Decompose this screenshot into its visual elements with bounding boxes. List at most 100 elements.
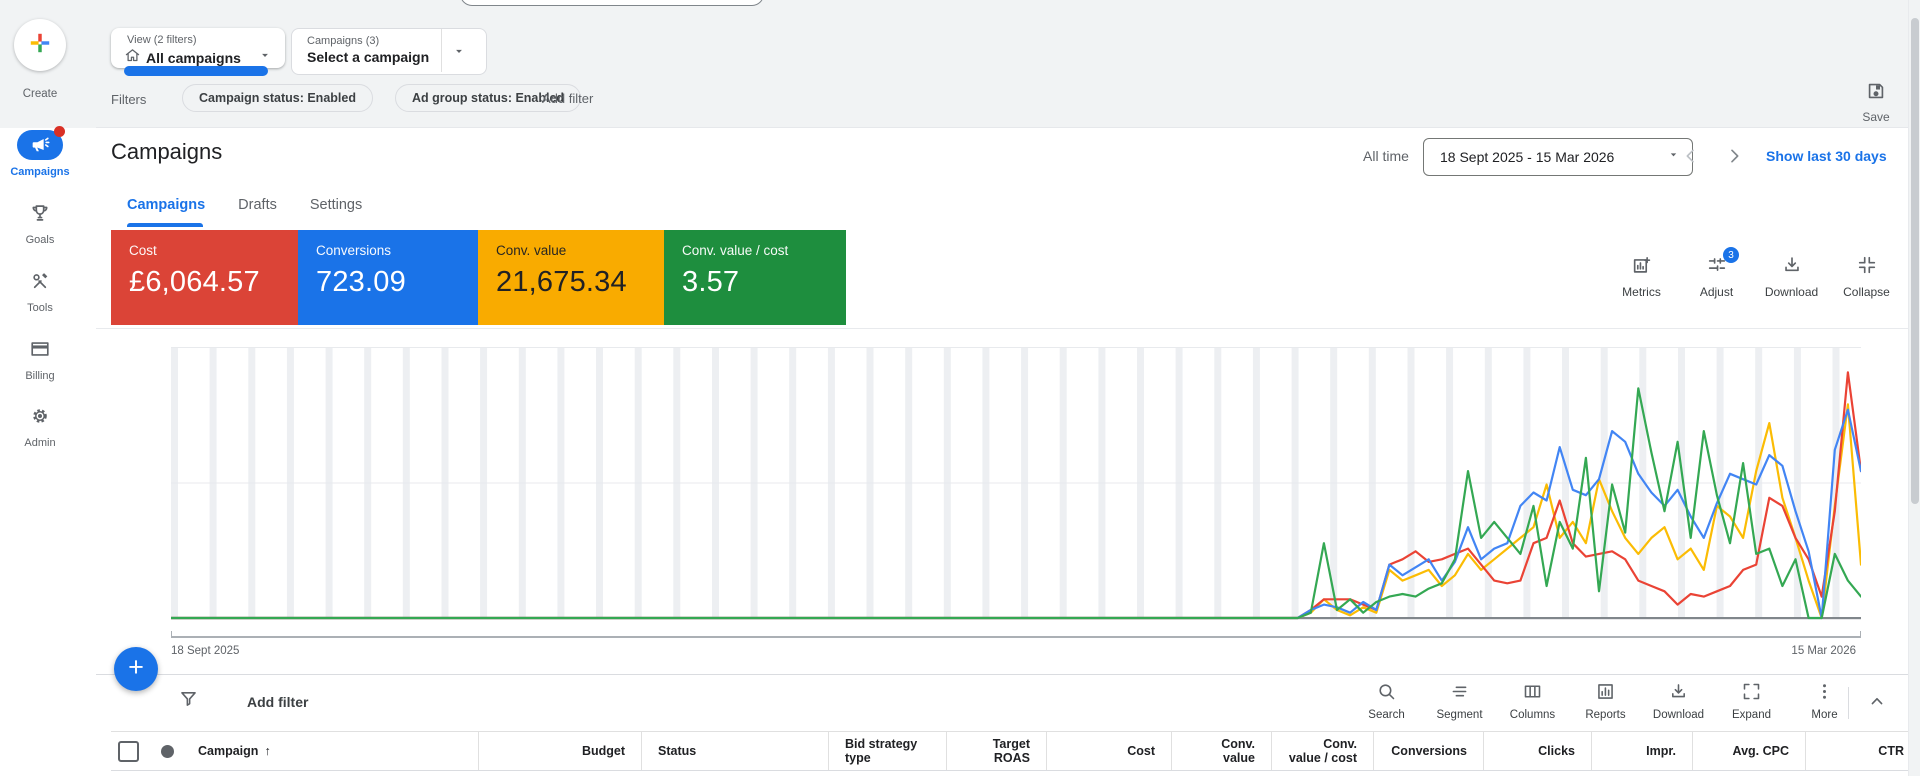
column-header-budget[interactable]: Budget <box>478 732 641 770</box>
header-divider <box>96 127 1908 128</box>
segment-button[interactable]: Segment <box>1423 681 1496 721</box>
column-header-target-roas[interactable]: Target ROAS <box>946 732 1046 770</box>
previous-period-button[interactable] <box>1680 145 1702 172</box>
save-label: Save <box>1862 110 1890 124</box>
column-label: CTR <box>1878 744 1904 758</box>
columns-button[interactable]: Columns <box>1496 681 1569 721</box>
collapse-panel-chevron-up-button[interactable] <box>1866 690 1888 717</box>
download-button[interactable]: Download <box>1642 681 1715 721</box>
view-selector-row: All campaigns <box>124 47 241 69</box>
add-campaign-fab[interactable]: + <box>114 647 158 691</box>
view-caret-down-icon[interactable] <box>258 48 272 67</box>
column-header-campaign[interactable]: Campaign ↑ <box>111 732 478 770</box>
column-header-bid-strategy-type[interactable]: Bid strategy type <box>828 732 946 770</box>
metrics-icon <box>1631 257 1653 280</box>
column-header-cost[interactable]: Cost <box>1046 732 1171 770</box>
metrics-button[interactable]: Metrics <box>1604 254 1679 299</box>
scorecard-value: 3.57 <box>682 266 740 298</box>
view-selector-caption: View (2 filters) <box>127 34 197 46</box>
scorecards-divider <box>96 328 1908 329</box>
date-range-picker[interactable]: 18 Sept 2025 - 15 Mar 2026 <box>1423 138 1693 176</box>
column-header-clicks[interactable]: Clicks <box>1483 732 1591 770</box>
card-icon <box>17 334 63 364</box>
column-header-impr-[interactable]: Impr. <box>1591 732 1692 770</box>
active-tab-underline <box>127 223 203 227</box>
status-dot <box>161 744 174 758</box>
column-label: Target ROAS <box>992 737 1030 765</box>
collapse-button[interactable]: Collapse <box>1829 254 1904 299</box>
filter-chips: Campaign status: Enabled Ad group status:… <box>182 84 582 112</box>
page-scrollbar-track[interactable] <box>1908 0 1920 776</box>
scorecard-value: £6,064.57 <box>129 266 260 298</box>
trophy-icon <box>17 198 63 228</box>
save-button[interactable]: Save <box>1848 80 1904 124</box>
scorecard-cost[interactable]: Cost £6,064.57 <box>111 230 298 325</box>
tool-label: Columns <box>1509 709 1556 721</box>
campaign-caret-down-icon[interactable] <box>452 44 466 63</box>
reports-icon <box>1595 684 1616 706</box>
google-plus-icon <box>27 30 53 61</box>
scorecard-conversions[interactable]: Conversions 723.09 <box>298 230 478 325</box>
column-header-conversions[interactable]: Conversions <box>1373 732 1483 770</box>
performance-chart <box>171 347 1861 620</box>
more-icon <box>1814 684 1835 706</box>
column-label: Bid strategy type <box>845 737 918 765</box>
sort-ascending-arrow: ↑ <box>264 744 271 758</box>
column-header-conv-value[interactable]: Conv. value <box>1171 732 1271 770</box>
page-title: Campaigns <box>111 139 223 164</box>
sidebar-item-goals[interactable]: Goals <box>0 198 80 246</box>
column-header-conv-value-cost[interactable]: Conv. value / cost <box>1271 732 1373 770</box>
next-period-button[interactable] <box>1723 145 1745 172</box>
search-button[interactable]: Search <box>1350 681 1423 721</box>
column-label: Impr. <box>1646 744 1676 758</box>
filter-chip[interactable]: Ad group status: Enabled <box>394 84 582 112</box>
scorecard-conv-value-cost[interactable]: Conv. value / cost 3.57 <box>664 230 846 325</box>
global-search-bar[interactable] <box>460 0 764 6</box>
campaign-table-header: Campaign ↑ Budget Status Bid strategy type Ta… <box>111 731 1920 771</box>
filter-chip[interactable]: Campaign status: Enabled <box>182 84 373 112</box>
add-filter-link[interactable]: Add filter <box>542 91 594 106</box>
tab-settings[interactable]: Settings <box>309 197 363 213</box>
sidebar-item-label: Goals <box>25 234 55 246</box>
column-label: Conv. value / cost <box>1288 737 1357 765</box>
date-range-value: 18 Sept 2025 - 15 Mar 2026 <box>1440 149 1615 165</box>
sidebar-item-campaigns[interactable]: Campaigns <box>0 126 80 178</box>
table-tools: Search Segment Columns Reports Download Expan… <box>1350 681 1861 721</box>
select-all-checkbox[interactable] <box>118 740 139 762</box>
save-icon <box>1865 83 1887 106</box>
table-add-filter-button[interactable]: Add filter <box>247 694 309 710</box>
page-scrollbar-thumb[interactable] <box>1911 18 1919 504</box>
chart-timeline-scrollbar[interactable] <box>171 631 1861 638</box>
sidebar-item-label: Billing <box>25 370 55 382</box>
column-header-avg-cpc[interactable]: Avg. CPC <box>1692 732 1805 770</box>
column-header-ctr[interactable]: CTR <box>1805 732 1920 770</box>
scorecard-label: Cost <box>129 243 157 258</box>
adjust-count-badge: 3 <box>1723 247 1739 263</box>
campaign-selector-value: Select a campaign <box>307 49 430 65</box>
download-icon <box>1781 257 1803 280</box>
table-tools-divider <box>1848 687 1849 719</box>
tab-drafts[interactable]: Drafts <box>238 197 277 213</box>
more-button[interactable]: More <box>1788 681 1861 721</box>
campaign-selector[interactable] <box>291 28 487 75</box>
download-button[interactable]: Download <box>1754 254 1829 299</box>
column-header-status[interactable]: Status <box>641 732 828 770</box>
sidebar-item-billing[interactable]: Billing <box>0 334 80 382</box>
column-label: Clicks <box>1538 744 1575 758</box>
reports-button[interactable]: Reports <box>1569 681 1642 721</box>
tab-campaigns[interactable]: Campaigns <box>127 197 206 213</box>
tool-label: Collapse <box>1843 285 1890 299</box>
expand-button[interactable]: Expand <box>1715 681 1788 721</box>
adjust-button[interactable]: 3 Adjust <box>1679 247 1754 299</box>
scorecard-conv-value[interactable]: Conv. value 21,675.34 <box>478 230 664 325</box>
adjust-icon <box>1706 258 1728 280</box>
sidebar-item-label: Admin <box>24 437 56 449</box>
sidebar-item-admin[interactable]: Admin <box>0 401 80 449</box>
sidebar-item-tools[interactable]: Tools <box>0 266 80 314</box>
create-button[interactable] <box>14 19 66 71</box>
tool-label: More <box>1811 709 1838 721</box>
filter-funnel-icon[interactable] <box>178 688 199 714</box>
campaign-selector-caption: Campaigns (3) <box>307 35 380 47</box>
view-selector[interactable] <box>111 28 285 68</box>
show-last-30-days-link[interactable]: Show last 30 days <box>1766 148 1887 164</box>
